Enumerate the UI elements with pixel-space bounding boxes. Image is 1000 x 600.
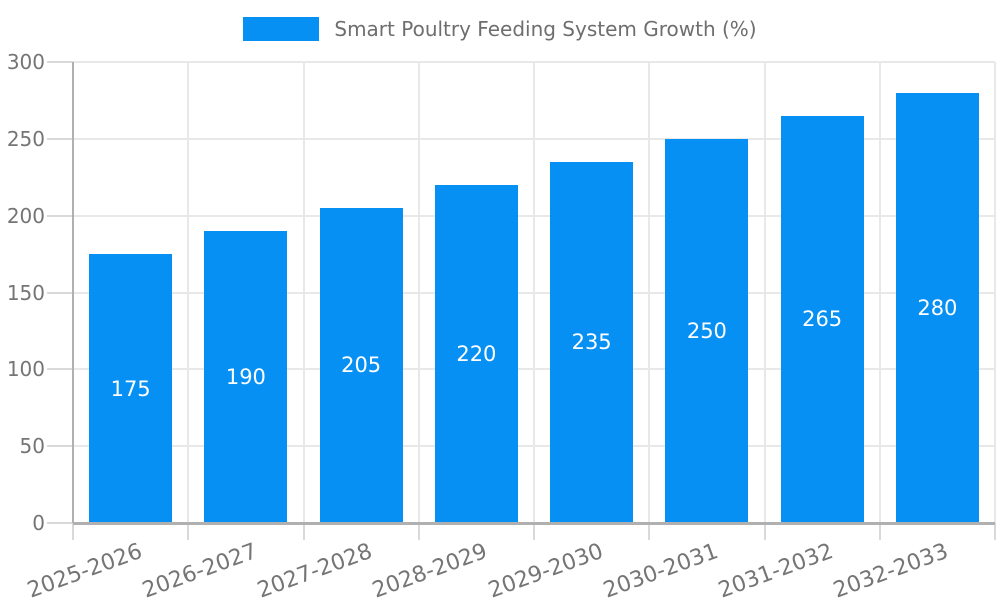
- bar[interactable]: [319, 207, 403, 523]
- plot-area: 0 50 100 150 200 250 300 2025-2026 2026-2027 2027…: [7, 50, 996, 600]
- x-tick: [994, 523, 996, 540]
- bar[interactable]: [780, 115, 864, 523]
- x-gridline: [763, 62, 766, 523]
- legend[interactable]: Smart Poultry Feeding System Growth (%): [0, 17, 1000, 41]
- bar[interactable]: [89, 254, 173, 523]
- x-gridline: [648, 62, 651, 523]
- x-axis-tick-label: 2031-2032: [715, 539, 837, 600]
- x-tick: [417, 523, 420, 540]
- x-tick: [878, 523, 881, 540]
- x-axis-tick-label: 2028-2029: [369, 539, 491, 600]
- x-gridline: [417, 62, 420, 523]
- bar[interactable]: [550, 161, 634, 523]
- x-gridline: [187, 62, 190, 523]
- x-axis-tick-label: 2026-2027: [139, 539, 261, 600]
- x-tick: [187, 523, 190, 540]
- x-axis-line: [73, 522, 995, 525]
- y-tick: [47, 445, 73, 448]
- y-tick: [47, 61, 73, 63]
- bar-value-label: 235: [571, 330, 612, 355]
- bar[interactable]: [665, 138, 749, 523]
- y-tick: [47, 368, 73, 371]
- x-gridline: [302, 62, 305, 523]
- bar[interactable]: [895, 92, 979, 523]
- bar-value-label: 220: [456, 341, 497, 366]
- x-axis-tick-label: 2029-2030: [484, 539, 607, 600]
- x-gridline: [533, 62, 535, 523]
- y-axis-tick-label: 0: [32, 511, 45, 535]
- x-axis-tick-label: 2027-2028: [254, 539, 376, 600]
- bar-value-label: 205: [341, 353, 382, 378]
- bar-value-label: 250: [686, 318, 727, 343]
- x-tick: [72, 523, 74, 540]
- bar[interactable]: [204, 231, 288, 523]
- y-axis-line: [72, 62, 74, 523]
- y-axis-tick-label: 100: [6, 357, 45, 382]
- x-axis-tick-label: 2030-2031: [600, 539, 722, 600]
- x-tick: [763, 523, 766, 540]
- legend-label[interactable]: Smart Poultry Feeding System Growth (%): [334, 17, 757, 41]
- y-axis-tick-label: 200: [6, 203, 45, 228]
- x-axis-tick-label: 2025-2026: [23, 539, 146, 600]
- y-tick: [47, 214, 73, 217]
- bar-value-label: 265: [802, 307, 843, 332]
- bar-value-label: 175: [110, 376, 151, 401]
- bar-value-label: 280: [917, 295, 958, 320]
- y-tick: [47, 522, 73, 524]
- x-tick: [302, 523, 305, 540]
- x-tick: [533, 523, 535, 540]
- legend-swatch[interactable]: [243, 17, 320, 41]
- y-axis-tick-label: 250: [6, 126, 45, 151]
- bar-value-label: 190: [225, 365, 266, 390]
- y-axis-tick-label: 300: [6, 50, 45, 74]
- bar[interactable]: [434, 184, 518, 523]
- x-gridline: [994, 62, 996, 523]
- x-gridline: [878, 62, 881, 523]
- y-tick: [47, 291, 73, 294]
- y-axis-tick-label: 50: [19, 434, 45, 459]
- x-tick: [648, 523, 651, 540]
- x-axis-tick-label: 2032-2033: [830, 539, 952, 600]
- y-tick: [47, 137, 73, 140]
- y-axis-tick-label: 150: [6, 280, 45, 305]
